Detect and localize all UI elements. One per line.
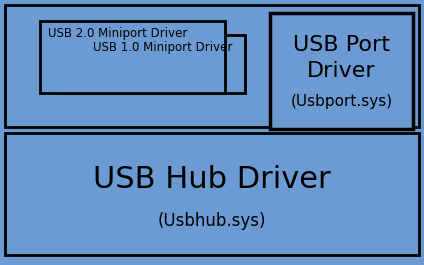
Text: USB 2.0 Miniport Driver: USB 2.0 Miniport Driver [48, 27, 187, 40]
Bar [60, 35, 245, 93]
Text: Driver: Driver [307, 61, 376, 81]
Text: (Usbhub.sys): (Usbhub.sys) [158, 212, 266, 230]
Text: USB Port: USB Port [293, 36, 390, 55]
Bar [5, 133, 419, 255]
Bar [270, 13, 413, 129]
Text: USB Hub Driver: USB Hub Driver [93, 165, 331, 194]
Bar [5, 5, 419, 127]
Text: USB 1.0 Miniport Driver: USB 1.0 Miniport Driver [93, 41, 232, 54]
Text: (Usbport.sys): (Usbport.sys) [290, 94, 393, 109]
Bar [40, 21, 225, 93]
